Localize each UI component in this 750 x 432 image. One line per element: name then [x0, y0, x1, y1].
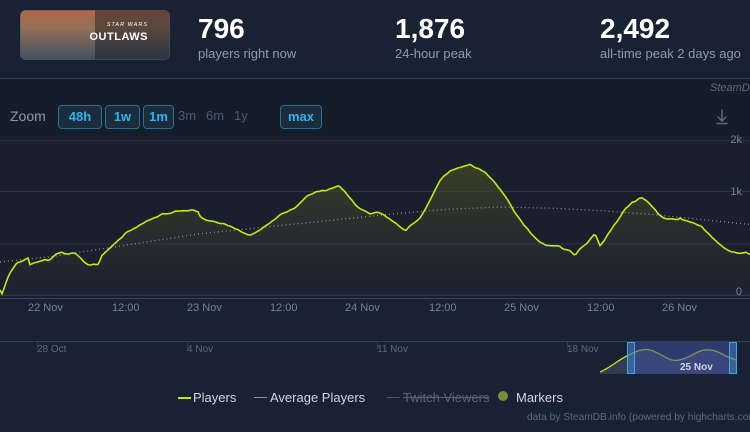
svg-text:OUTLAWS: OUTLAWS	[90, 31, 149, 43]
svg-text:STAR WARS: STAR WARS	[107, 22, 148, 28]
